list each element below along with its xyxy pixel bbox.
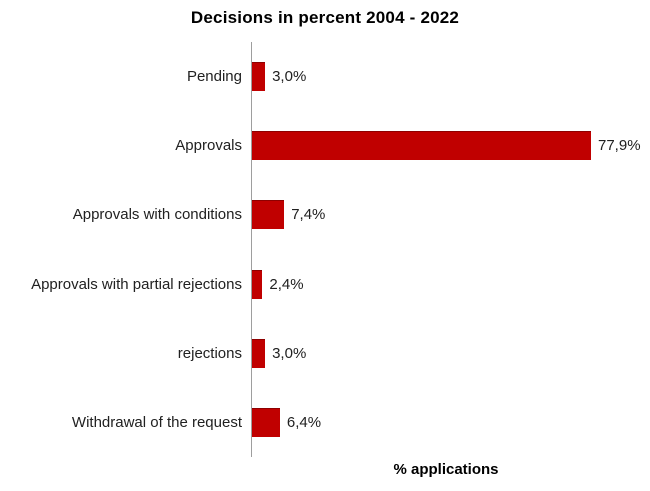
bar-row: Approvals 77,9% bbox=[0, 111, 650, 180]
plot-area: Pending 3,0% Approvals 77,9% Approvals with … bbox=[0, 42, 650, 457]
y-axis-line bbox=[251, 42, 252, 457]
bar-row: Approvals with partial rejections 2,4% bbox=[0, 249, 650, 318]
value-label: 3,0% bbox=[272, 344, 307, 362]
category-label: Pending bbox=[186, 68, 242, 86]
category-label: Approvals with conditions bbox=[72, 206, 242, 224]
bar-area: 6,4% bbox=[252, 407, 650, 437]
bar-area: 77,9% bbox=[252, 131, 650, 161]
bar bbox=[252, 62, 266, 92]
value-label: 2,4% bbox=[269, 275, 304, 293]
bar bbox=[252, 269, 263, 299]
bar-area: 3,0% bbox=[252, 338, 650, 368]
value-label: 6,4% bbox=[286, 413, 322, 431]
category-label: Approvals with partial rejections bbox=[31, 275, 242, 293]
category-label: rejections bbox=[177, 344, 242, 362]
value-label: 7,4% bbox=[291, 206, 326, 224]
bar-row: rejections 3,0% bbox=[0, 319, 650, 388]
value-label: 77,9% bbox=[598, 137, 641, 155]
bar-rows: Pending 3,0% Approvals 77,9% Approvals with … bbox=[0, 42, 650, 457]
x-axis-title: % applications bbox=[393, 461, 499, 478]
chart-title: Decisions in percent 2004 - 2022 bbox=[190, 8, 460, 27]
bar-area: 2,4% bbox=[252, 269, 650, 299]
bar-row: Pending 3,0% bbox=[0, 42, 650, 111]
value-label: 3,0% bbox=[272, 68, 307, 86]
category-label: Withdrawal of the request bbox=[71, 413, 242, 431]
bar-row: Approvals with conditions 7,4% bbox=[0, 180, 650, 249]
bar-area: 7,4% bbox=[252, 200, 650, 230]
bar-area: 3,0% bbox=[252, 62, 650, 92]
bar bbox=[252, 338, 266, 368]
bar-row: Withdrawal of the request 6,4% bbox=[0, 388, 650, 457]
category-label: Approvals bbox=[175, 137, 242, 155]
bar bbox=[252, 131, 591, 161]
bar bbox=[252, 200, 285, 230]
bar bbox=[252, 407, 280, 437]
